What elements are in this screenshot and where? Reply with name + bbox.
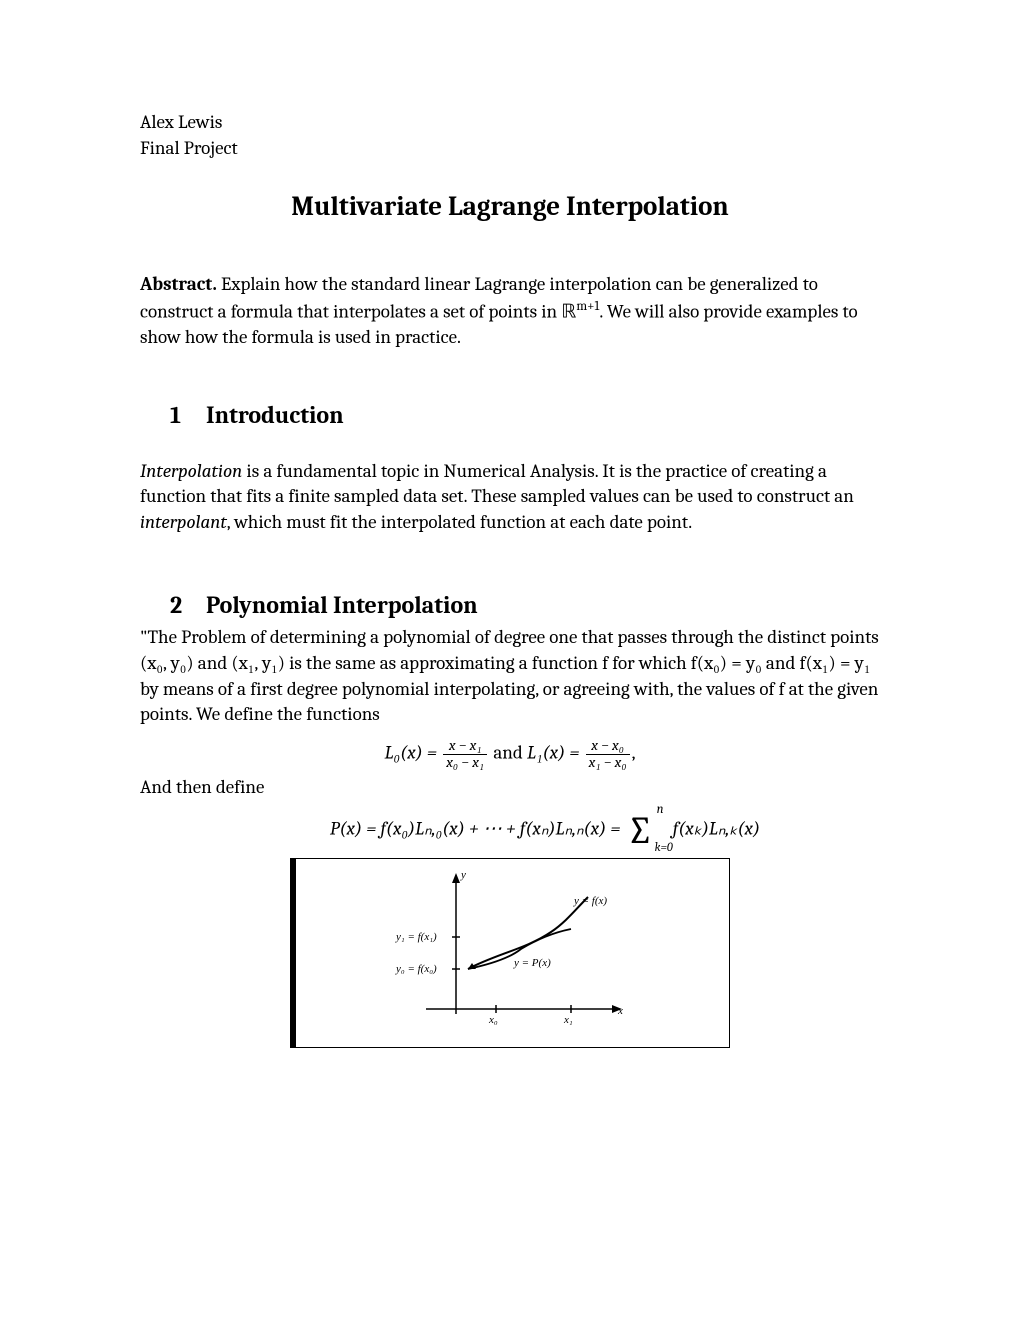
poly-paragraph-1: "The Problem of determining a polynomial… xyxy=(140,625,880,728)
intro-term-1: Interpolation xyxy=(140,460,242,482)
figure-svg xyxy=(296,859,728,1045)
author-block: Alex Lewis Final Project xyxy=(140,110,880,161)
intro-term-2: interpolant xyxy=(140,511,227,533)
eq1-frac2: x − x₀ x₁ − x₀ xyxy=(586,738,630,771)
eq2-rhs: f(xₖ)Lₙ,ₖ(x) xyxy=(669,818,760,840)
spacer xyxy=(140,541,880,581)
equation-2: P(x) = f(x₀)Lₙ,₀(x) + ⋯ + f(xₙ)Lₙ,ₙ(x) =… xyxy=(210,806,880,854)
abstract: Abstract. Explain how the standard linea… xyxy=(140,272,880,350)
eq1-frac2-bot: x₁ − x₀ xyxy=(586,755,630,771)
page-title: Multivariate Lagrange Interpolation xyxy=(140,191,880,222)
eq1-L1: L₁(x) = xyxy=(527,742,580,764)
equation-1: L₀(x) = x − x₁ x₀ − x₁ and L₁(x) = x − x… xyxy=(140,738,880,771)
fig-label-x: x xyxy=(618,1005,623,1017)
fig-label-y: y xyxy=(461,869,466,881)
eq1-frac1: x − x₁ x₀ − x₁ xyxy=(443,738,487,771)
eq2-upper: n xyxy=(657,802,664,817)
fig-label-y1: y₁ = f(x₁) xyxy=(396,931,437,943)
fig-label-x0: x₀ xyxy=(489,1014,498,1026)
intro-text-1: is a fundamental topic in Numerical Anal… xyxy=(140,460,854,508)
eq2-lower: k=0 xyxy=(655,840,673,854)
section-2-num: 2 xyxy=(170,591,206,619)
intro-text-2: , which must fit the interpolated functi… xyxy=(227,511,692,533)
abstract-space: ℝ xyxy=(561,301,576,322)
section-2-title: Polynomial Interpolation xyxy=(206,591,478,619)
eq1-comma: , xyxy=(632,742,636,764)
eq1-L0: L₀(x) = xyxy=(385,742,438,764)
section-1-heading: 1Introduction xyxy=(170,401,880,429)
eq2-sum: ∑ n k=0 xyxy=(627,806,667,854)
section-1-title: Introduction xyxy=(206,401,344,429)
author-name: Alex Lewis xyxy=(140,110,880,136)
section-1-num: 1 xyxy=(170,401,206,429)
page: Alex Lewis Final Project Multivariate La… xyxy=(0,0,1020,1320)
abstract-exponent: m+1 xyxy=(576,299,599,314)
poly-paragraph-2: And then define xyxy=(140,775,880,801)
author-project: Final Project xyxy=(140,136,880,162)
fig-label-px: y = P(x) xyxy=(514,957,551,969)
section-2-heading: 2Polynomial Interpolation xyxy=(170,591,880,619)
eq1-and: and xyxy=(493,742,527,764)
eq1-frac1-bot: x₀ − x₁ xyxy=(443,755,487,771)
intro-paragraph: Interpolation is a fundamental topic in … xyxy=(140,459,880,536)
fig-label-y0: y₀ = f(x₀) xyxy=(396,963,437,975)
fig-label-fx: y = f(x) xyxy=(574,895,607,907)
eq2-lhs: P(x) = f(x₀)Lₙ,₀(x) + ⋯ + f(xₙ)Lₙ,ₙ(x) = xyxy=(330,818,625,840)
abstract-label: Abstract. xyxy=(140,273,217,295)
figure-interpolation: y x x₀ x₁ y₀ = f(x₀) y₁ = f(x₁) y = f(x)… xyxy=(290,858,730,1048)
sigma-icon: ∑ xyxy=(627,812,654,850)
fig-label-x1: x₁ xyxy=(564,1014,573,1026)
